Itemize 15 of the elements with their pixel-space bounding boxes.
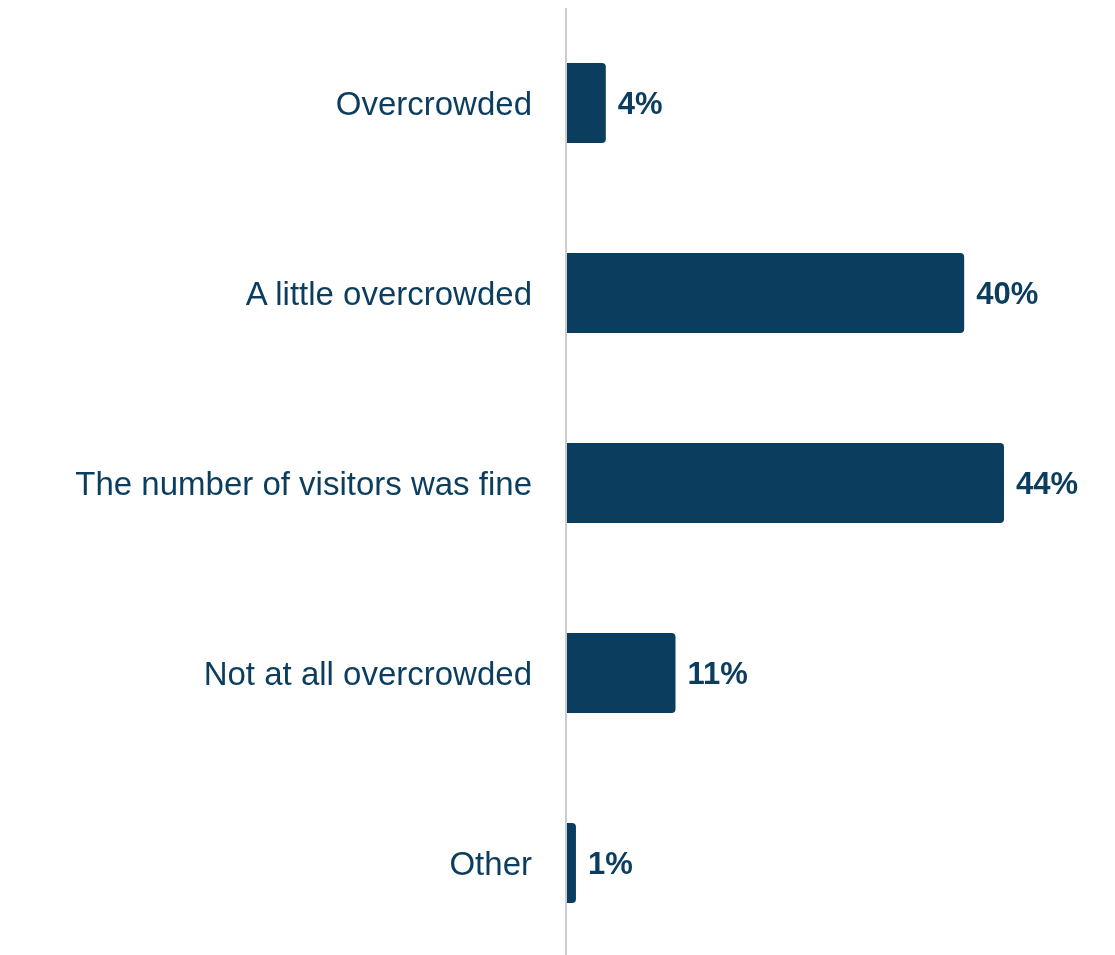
- y-tick-label: Other: [449, 844, 532, 882]
- bar: [566, 443, 1004, 524]
- data-label: 1%: [587, 846, 633, 882]
- y-tick-label: Overcrowded: [335, 84, 532, 122]
- y-tick-label: The number of visitors was fine: [75, 464, 532, 502]
- bar: [566, 253, 965, 334]
- data-label: 11%: [687, 656, 748, 692]
- bar: [566, 633, 676, 714]
- bar: [566, 823, 576, 904]
- y-tick-label: A little overcrowded: [245, 274, 532, 312]
- bar: [566, 63, 606, 144]
- data-label: 4%: [617, 86, 663, 122]
- data-label: 40%: [976, 276, 1039, 312]
- y-tick-label: Not at all overcrowded: [203, 654, 532, 692]
- data-label: 44%: [1016, 466, 1079, 502]
